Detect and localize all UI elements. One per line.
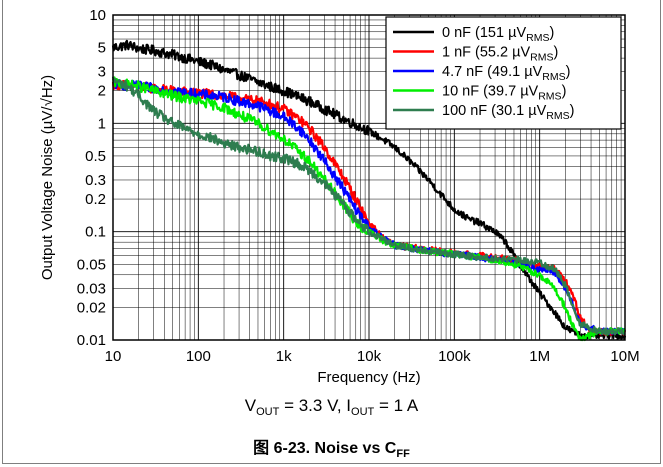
- figure-title-subscript: FF: [396, 448, 410, 460]
- v-subscript: OUT: [256, 406, 280, 418]
- legend: 0 nF (151 µVRMS)1 nF (55.2 µVRMS)4.7 nF …: [385, 16, 622, 130]
- y-tick-label: 3: [98, 64, 106, 81]
- legend-entry-close: ): [549, 25, 554, 41]
- figure-caption: 图 6-23. Noise vs CFF: [0, 434, 663, 460]
- legend-entry-unit: µV: [512, 45, 530, 61]
- v-symbol: V: [244, 396, 257, 415]
- legend-entry-subscript: RMS: [530, 52, 553, 64]
- v-value: = 3.3 V, I: [279, 396, 352, 415]
- y-tick-label: 0.05: [77, 256, 106, 273]
- legend-entry-label: 100 nF (30.1: [442, 103, 528, 119]
- y-tick-label: 0.01: [77, 332, 106, 349]
- legend-entry: 4.7 nF (49.1 µVRMS): [442, 64, 570, 83]
- series-line: [111, 79, 627, 336]
- plot-border: [112, 14, 626, 341]
- x-tick-labels: 10 100 1k 10k 100k 1M 10M: [105, 348, 640, 365]
- legend-entry-unit: µV: [520, 84, 538, 100]
- legend-entry-unit: µV: [528, 103, 546, 119]
- legend-entry-subscript: RMS: [546, 110, 569, 122]
- x-tick-label: 100k: [438, 348, 471, 365]
- legend-entry-subscript: RMS: [542, 71, 565, 83]
- i-subscript: OUT: [351, 406, 375, 418]
- test-conditions-caption: VOUT = 3.3 V, IOUT = 1 A: [0, 396, 663, 418]
- noise-chart: 10 5 3 2 1 0.5 0.3 0.2 0.1 0.05 0.03 0.02 0.01 10 100…: [39, 7, 640, 386]
- legend-entry: 100 nF (30.1 µVRMS): [442, 103, 574, 122]
- legend-entry-unit: µV: [508, 25, 526, 41]
- legend-entry-close: ): [570, 103, 575, 119]
- x-tick-label: 10M: [610, 348, 639, 365]
- x-axis-label: Frequency (Hz): [317, 369, 420, 386]
- y-tick-label: 10: [89, 7, 106, 24]
- y-tick-label: 2: [98, 83, 106, 100]
- series-layer: [111, 39, 627, 342]
- legend-entry-label: 0 nF (151: [442, 25, 508, 41]
- x-tick-label: 10k: [357, 348, 382, 365]
- x-tick-label: 100: [186, 348, 211, 365]
- legend-entry-close: ): [566, 64, 571, 80]
- legend-entry-label: 10 nF (39.7: [442, 84, 520, 100]
- legend-entry-close: ): [554, 45, 559, 61]
- y-tick-label: 0.3: [85, 172, 106, 189]
- x-tick-label: 1k: [276, 348, 292, 365]
- y-tick-labels: 10 5 3 2 1 0.5 0.3 0.2 0.1 0.05 0.03 0.02 0.01: [77, 7, 106, 349]
- y-axis-label: Output Voltage Noise (µV/√Hz): [39, 75, 56, 280]
- legend-entry-subscript: RMS: [538, 91, 561, 103]
- x-tick-label: 10: [105, 348, 122, 365]
- legend-entry: 0 nF (151 µVRMS): [442, 25, 554, 44]
- i-value: = 1 A: [374, 396, 419, 415]
- y-tick-label: 0.5: [85, 148, 106, 165]
- figure-title: 图 6-23. Noise vs C: [253, 440, 397, 457]
- legend-entry-label: 1 nF (55.2: [442, 45, 512, 61]
- y-tick-label: 5: [98, 40, 106, 57]
- legend-entry-subscript: RMS: [526, 32, 549, 44]
- legend-entry: 1 nF (55.2 µVRMS): [442, 45, 558, 64]
- legend-entry: 10 nF (39.7 µVRMS): [442, 84, 566, 103]
- y-tick-label: 0.03: [77, 280, 106, 297]
- legend-entry-unit: µV: [524, 64, 542, 80]
- series-line: [111, 76, 626, 336]
- series-line: [111, 39, 627, 340]
- x-tick-label: 1M: [529, 348, 550, 365]
- y-tick-label: 0.1: [85, 224, 106, 241]
- y-tick-label: 0.2: [85, 191, 106, 208]
- legend-entry-label: 4.7 nF (49.1: [442, 64, 524, 80]
- y-tick-label: 0.02: [77, 299, 106, 316]
- y-tick-label: 1: [98, 115, 106, 132]
- legend-entry-close: ): [562, 84, 567, 100]
